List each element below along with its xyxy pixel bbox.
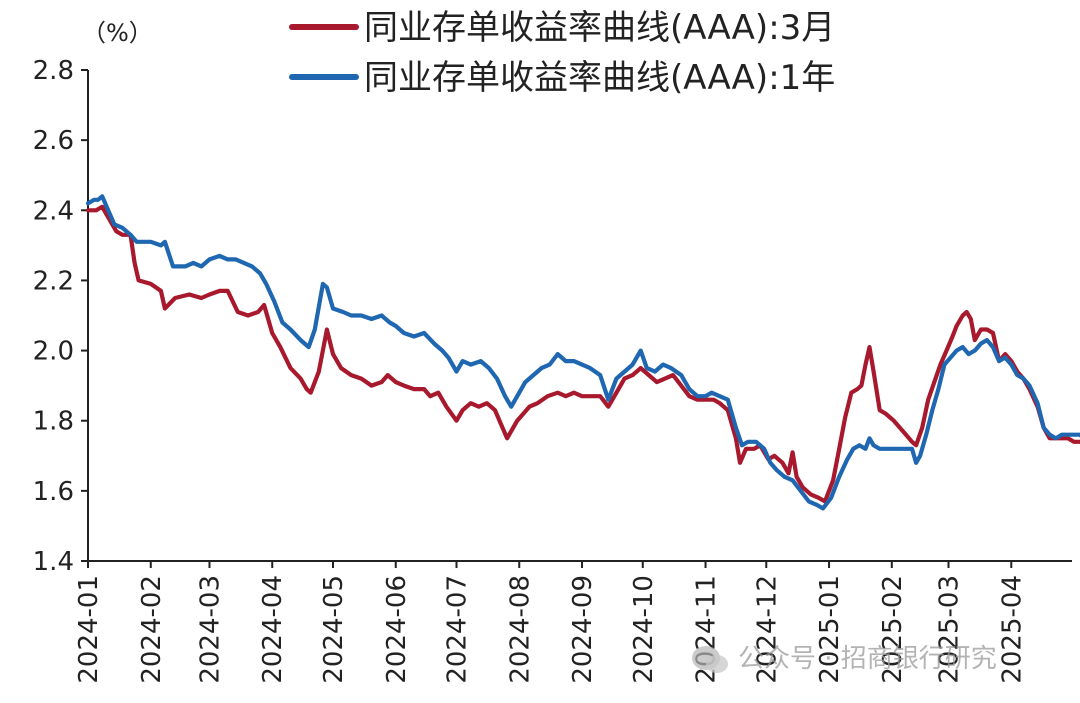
- x-tick-label: 2024-12: [752, 575, 782, 684]
- x-tick-label: 2024-06: [382, 575, 412, 684]
- plot-lines: [85, 194, 1080, 511]
- series-line-3m: [85, 204, 1080, 504]
- y-tick-label: 2.0: [33, 337, 74, 367]
- y-axis-unit-label: （%）: [82, 19, 153, 47]
- y-tick-label: 2.2: [33, 266, 74, 296]
- y-tick-label: 2.8: [33, 56, 74, 86]
- y-tick-label: 1.6: [33, 477, 74, 507]
- x-tick-label: 2024-02: [137, 575, 167, 684]
- y-tick-label: 2.4: [33, 196, 74, 226]
- legend: 同业存单收益率曲线(AAA):3月 同业存单收益率曲线(AAA):1年: [289, 8, 835, 98]
- watermark: 公众号 · 招商银行研究: [692, 644, 997, 674]
- wechat-icon: [692, 646, 728, 673]
- y-axis: 1.4 1.6 1.8 2.0 2.2 2.4 2.6 2.8: [33, 56, 89, 577]
- y-tick-label: 2.6: [33, 126, 74, 156]
- watermark-text: 公众号 · 招商银行研究: [738, 644, 997, 674]
- legend-label-1y: 同业存单收益率曲线(AAA):1年: [364, 58, 835, 98]
- x-tick-label: 2024-03: [195, 575, 225, 684]
- series-line-1y: [85, 194, 1080, 511]
- x-tick-label: 2025-04: [997, 575, 1027, 684]
- legend-item-1y: 同业存单收益率曲线(AAA):1年: [289, 58, 835, 98]
- x-tick-label: 2024-07: [442, 575, 472, 684]
- x-tick-label: 2025-01: [815, 575, 845, 684]
- y-tick-label: 1.4: [33, 547, 74, 577]
- x-tick-label: 2025-02: [878, 575, 908, 684]
- legend-label-3m: 同业存单收益率曲线(AAA):3月: [364, 8, 835, 48]
- x-tick-label: 2024-08: [505, 575, 535, 684]
- x-tick-label: 2024-01: [74, 575, 104, 684]
- y-tick-label: 1.8: [33, 407, 74, 437]
- x-tick-label: 2024-10: [629, 575, 659, 684]
- legend-item-3m: 同业存单收益率曲线(AAA):3月: [289, 8, 835, 48]
- x-axis: 2024-01 2024-02 2024-03 2024-04 2024-05 2024-…: [74, 560, 1072, 684]
- x-tick-label: 2024-09: [568, 575, 598, 684]
- x-tick-label: 2025-03: [934, 575, 964, 684]
- x-tick-label: 2024-05: [319, 575, 349, 684]
- x-tick-label: 2024-04: [258, 575, 288, 684]
